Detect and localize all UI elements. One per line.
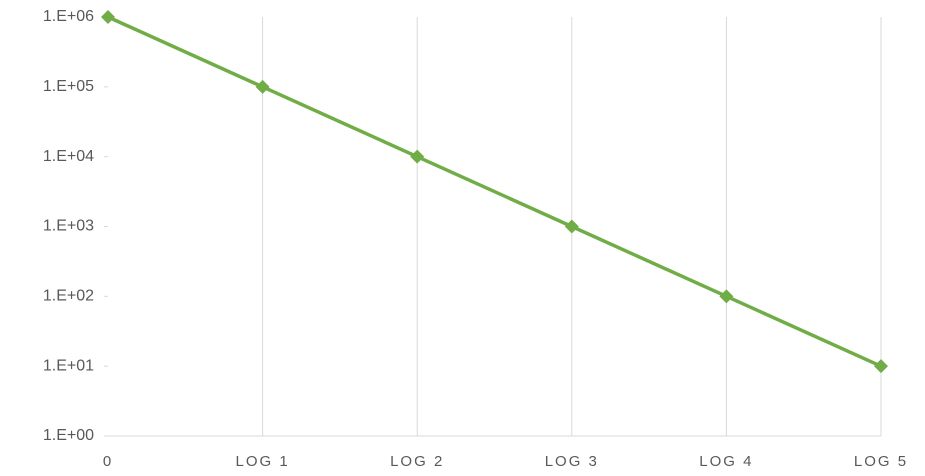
y-tick-label: 1.E+04 bbox=[43, 148, 94, 165]
x-tick-label: LOG 2 bbox=[390, 453, 444, 470]
y-tick-label: 1.E+02 bbox=[43, 288, 94, 305]
marker bbox=[874, 359, 888, 374]
x-tick-label: LOG 4 bbox=[699, 453, 753, 470]
x-tick-label: LOG 3 bbox=[545, 453, 599, 470]
y-tick-label: 1.E+06 bbox=[43, 8, 94, 25]
y-tick-label: 1.E+03 bbox=[43, 218, 94, 235]
y-tick-label: 1.E+01 bbox=[43, 357, 94, 374]
x-tick-label: LOG 1 bbox=[236, 453, 290, 470]
marker bbox=[564, 219, 579, 234]
x-tick-label: LOG 5 bbox=[854, 453, 908, 470]
marker bbox=[255, 79, 270, 94]
marker bbox=[719, 289, 734, 304]
series-line bbox=[107, 15, 882, 368]
y-tick-label: 1.E+05 bbox=[43, 78, 94, 95]
x-tick-label: 0 bbox=[103, 453, 113, 470]
marker bbox=[410, 149, 425, 164]
marker bbox=[101, 10, 115, 24]
y-tick-label: 1.E+00 bbox=[43, 427, 94, 444]
